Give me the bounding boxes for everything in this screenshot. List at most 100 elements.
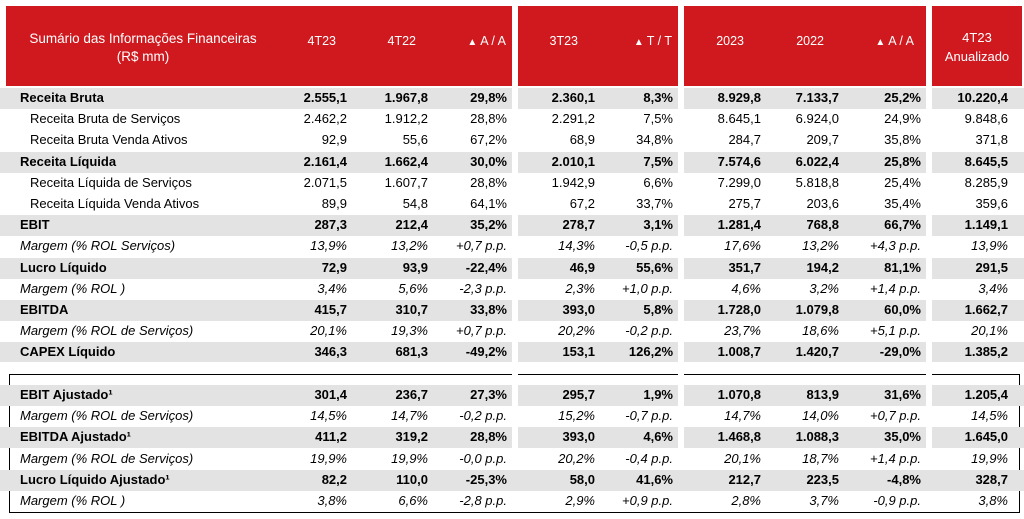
cell-value: -2,3 p.p. <box>459 280 507 296</box>
cell-value: 194,2 <box>806 259 839 275</box>
row-label: Margem (% ROL Serviços) <box>20 238 176 254</box>
row-label: Lucro Líquido <box>20 259 107 275</box>
cell-value: 15,2% <box>558 408 595 424</box>
cell-value: 7,5% <box>643 111 673 127</box>
table-title-line1: Sumário das Informações Financeiras <box>29 31 257 46</box>
table-row: Margem (% ROL Serviços) 13,9% 13,2% +0,7 p.… <box>0 236 1024 257</box>
cell-value: 93,9 <box>402 259 428 275</box>
col-header-annualized-line2: Anualizado <box>944 49 1010 64</box>
cell-value: 8.645,1 <box>717 111 761 127</box>
col-header-annualized: 4T23 Anualizado <box>932 28 1022 66</box>
cell-value: 2.071,5 <box>303 174 347 190</box>
cell-value: 25,4% <box>884 174 921 190</box>
cell-value: 34,8% <box>636 132 673 148</box>
row-label: Receita Líquida Venda Ativos <box>30 196 200 211</box>
cell-value: 223,5 <box>806 471 839 487</box>
cell-value: 8.285,9 <box>964 174 1008 190</box>
cell-value: 1.281,4 <box>717 217 761 233</box>
table-row: Lucro Líquido Ajustado¹ 82,2 110,0 -25,3% 58… <box>0 469 1024 491</box>
table-row: Receita Bruta Venda Ativos 92,9 55,6 67,2% 6… <box>0 130 1024 151</box>
cell-value: 5,6% <box>398 280 428 296</box>
column-divider <box>512 88 518 462</box>
cell-value: 212,7 <box>728 471 761 487</box>
cell-value: 287,3 <box>314 217 347 233</box>
cell-value: 209,7 <box>806 132 839 148</box>
cell-value: 14,5% <box>310 408 347 424</box>
cell-value: 35,8% <box>884 132 921 148</box>
col-header-2022: 2022 <box>796 34 824 48</box>
cell-value: 1.070,8 <box>717 387 761 402</box>
cell-value: 8,3% <box>643 90 673 105</box>
cell-value: 3,1% <box>643 217 673 233</box>
cell-value: 1.079,8 <box>795 302 839 317</box>
header-block-year: 2023 2022 ▲ A / A <box>684 6 926 86</box>
cell-value: +1,4 p.p. <box>870 280 921 296</box>
cell-value: 13,2% <box>391 238 428 254</box>
table-row: Receita Líquida Venda Ativos 89,9 54,8 64,1… <box>0 194 1024 215</box>
col-header-aa-label: A / A <box>480 34 506 48</box>
cell-value: -49,2% <box>465 344 507 360</box>
cell-value: 3,4% <box>978 280 1008 296</box>
row-label: Lucro Líquido Ajustado¹ <box>20 471 170 487</box>
table-row: Margem (% ROL de Serviços) 14,5% 14,7% -0,2… <box>0 406 1024 427</box>
col-header-tt: ▲ T / T <box>614 34 672 48</box>
cell-value: 68,9 <box>569 132 595 148</box>
cell-value: 81,1% <box>884 259 921 275</box>
cell-value: 14,3% <box>558 238 595 254</box>
cell-value: 301,4 <box>314 387 347 402</box>
cell-value: 1.662,4 <box>384 153 428 169</box>
cell-value: 310,7 <box>395 302 428 317</box>
cell-value: 3,7% <box>809 493 839 508</box>
cell-value: 1.607,7 <box>384 174 428 190</box>
table-row: Margem (% ROL de Serviços) 20,1% 19,3% +0,7… <box>0 321 1024 342</box>
col-header-2023: 2023 <box>716 34 744 48</box>
header-block-quarter: Sumário das Informações Financeiras (R$ … <box>6 6 512 86</box>
cell-value: 1.385,2 <box>964 344 1008 360</box>
triangle-up-icon: ▲ <box>875 37 886 48</box>
cell-value: 9.848,6 <box>964 111 1008 127</box>
cell-value: 359,6 <box>975 196 1008 211</box>
cell-value: -22,4% <box>465 259 507 275</box>
cell-value: 2.291,2 <box>551 111 595 127</box>
cell-value: -0,9 p.p. <box>873 493 921 508</box>
cell-value: 13,2% <box>802 238 839 254</box>
cell-value: 29,8% <box>470 90 507 105</box>
cell-value: 2.010,1 <box>551 153 595 169</box>
cell-value: 31,6% <box>884 387 921 402</box>
cell-value: 20,1% <box>971 323 1008 339</box>
cell-value: 10.220,4 <box>957 90 1008 105</box>
row-label: Margem (% ROL de Serviços) <box>20 323 194 339</box>
cell-value: 46,9 <box>569 259 595 275</box>
cell-value: 4,6% <box>643 429 673 445</box>
cell-value: 18,7% <box>802 450 839 466</box>
cell-value: 8.645,5 <box>964 153 1008 169</box>
cell-value: 393,0 <box>562 302 595 317</box>
row-label: Margem (% ROL de Serviços) <box>20 450 194 466</box>
row-label: EBITDA Ajustado¹ <box>20 429 131 445</box>
cell-value: 19,9% <box>310 450 347 466</box>
cell-value: -25,3% <box>465 471 507 487</box>
cell-value: 126,2% <box>628 344 673 360</box>
cell-value: 14,7% <box>724 408 761 424</box>
cell-value: 18,6% <box>802 323 839 339</box>
cell-value: 19,9% <box>971 450 1008 466</box>
cell-value: 8.929,8 <box>717 90 761 105</box>
cell-value: 2,3% <box>565 280 595 296</box>
cell-value: 813,9 <box>806 387 839 402</box>
table-row: Receita Líquida de Serviços 2.071,5 1.607,… <box>0 173 1024 194</box>
cell-value: 14,5% <box>971 408 1008 424</box>
cell-value: 33,8% <box>470 302 507 317</box>
cell-value: 25,2% <box>884 90 921 105</box>
cell-value: 411,2 <box>315 429 347 445</box>
cell-value: 1.967,8 <box>384 90 428 105</box>
cell-value: 82,2 <box>321 471 347 487</box>
cell-value: 1.912,2 <box>384 111 428 127</box>
cell-value: 35,2% <box>470 217 507 233</box>
table-title: Sumário das Informações Financeiras (R$ … <box>18 30 268 66</box>
cell-value: 278,7 <box>562 217 595 233</box>
cell-value: 28,8% <box>470 111 507 127</box>
cell-value: 35,0% <box>884 429 921 445</box>
cell-value: 1.008,7 <box>717 344 761 360</box>
cell-value: 351,7 <box>728 259 761 275</box>
cell-value: 64,1% <box>470 196 507 211</box>
